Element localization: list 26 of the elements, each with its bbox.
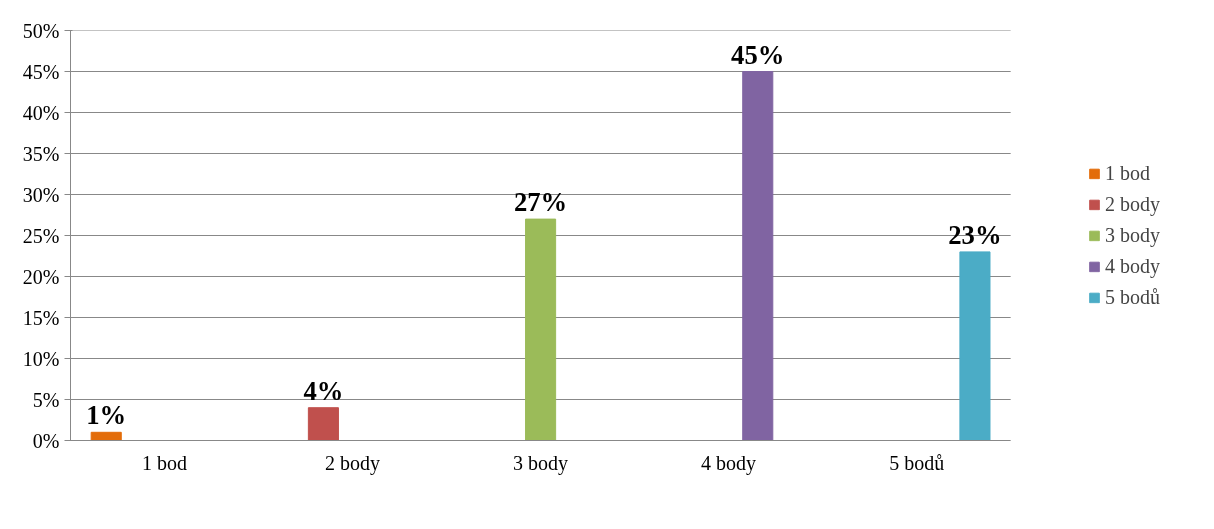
data-label: 4%	[303, 375, 344, 406]
legend-label: 3 body	[1105, 223, 1160, 247]
legend-label: 5 bodů	[1105, 285, 1160, 309]
y-tick-label: 25%	[22, 224, 60, 247]
y-tick-label: 45%	[22, 60, 60, 83]
legend-label: 1 bod	[1105, 161, 1150, 185]
y-tick-label: 40%	[22, 101, 60, 124]
x-tick-label: 4 body	[701, 451, 757, 475]
y-tick-label: 15%	[22, 306, 60, 329]
y-tick-label: 10%	[22, 347, 60, 370]
x-tick-label: 5 bodů	[889, 451, 945, 474]
data-label: 1%	[86, 400, 127, 431]
y-tick-label: 5%	[32, 388, 60, 411]
y-tick-label: 35%	[22, 142, 60, 165]
data-label: 27%	[513, 187, 568, 218]
x-tick-label: 2 body	[325, 451, 381, 475]
legend-label: 4 body	[1105, 254, 1160, 278]
x-tick-label: 3 body	[513, 451, 569, 475]
y-tick-label: 20%	[22, 265, 60, 288]
x-tick-label: 1 bod	[142, 451, 188, 474]
y-tick-label: 30%	[22, 183, 60, 206]
legend-label: 2 body	[1105, 192, 1160, 216]
y-tick-label: 50%	[22, 19, 60, 42]
data-label: 45%	[731, 39, 785, 70]
data-label: 23%	[948, 219, 1002, 250]
y-tick-label: 0%	[32, 429, 60, 452]
